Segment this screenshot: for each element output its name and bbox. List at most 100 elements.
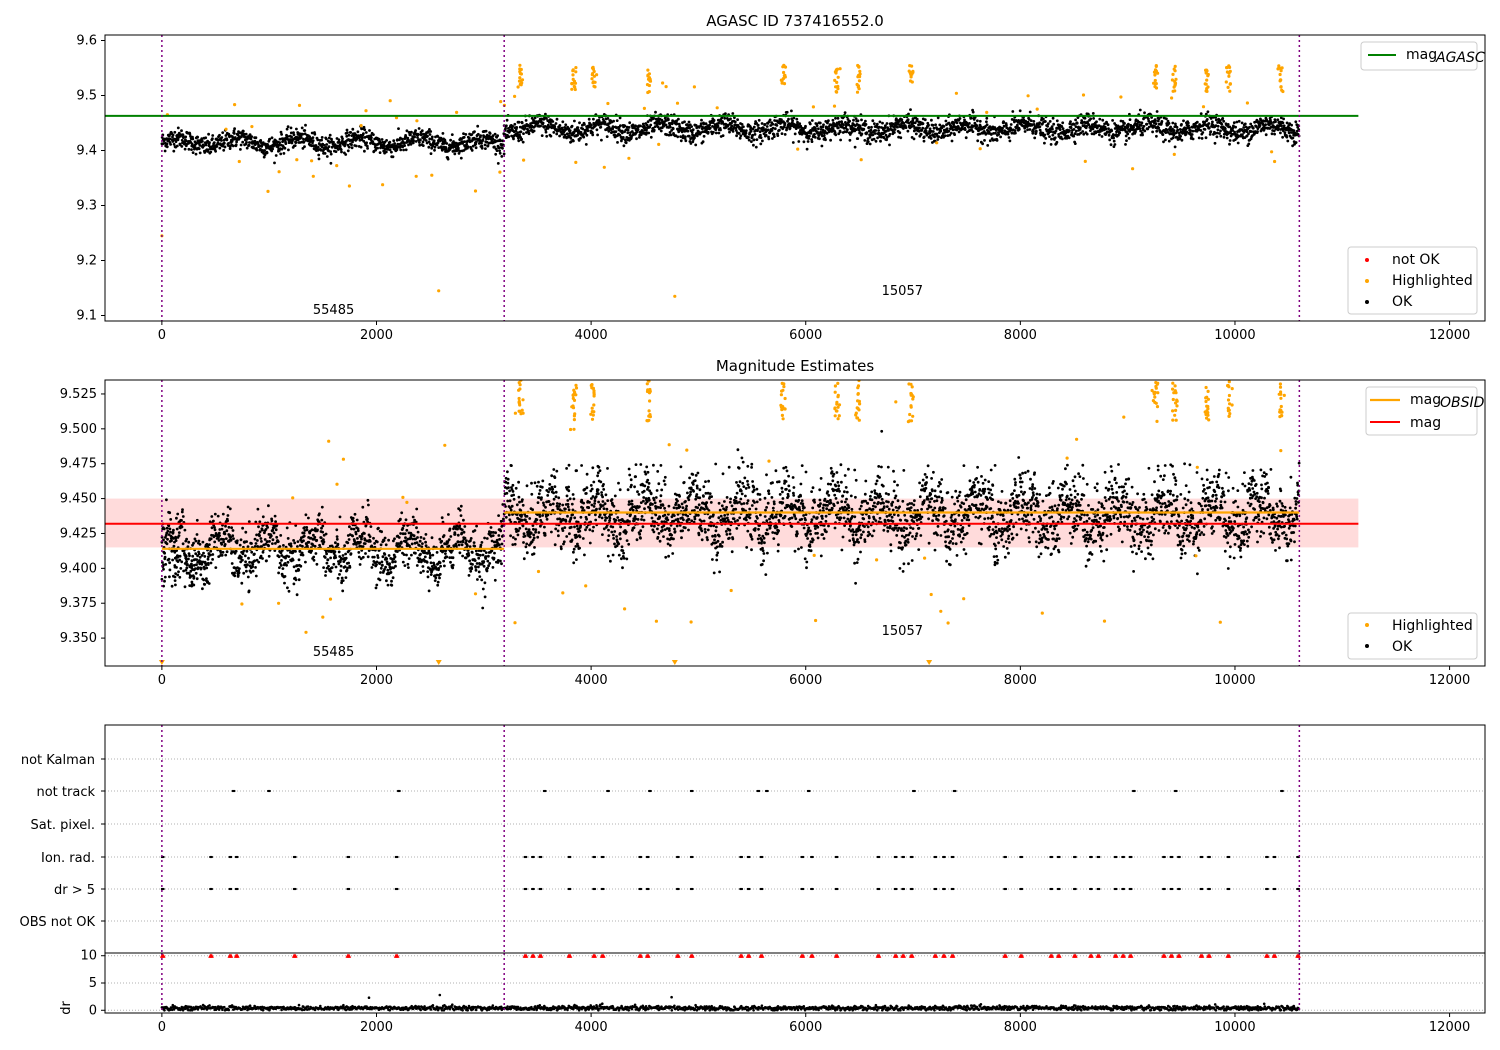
ok-point	[376, 556, 380, 559]
ok-point	[216, 514, 220, 518]
ok-point	[470, 133, 474, 136]
ok-point	[515, 126, 519, 129]
ok-point	[658, 121, 662, 125]
ok-point	[415, 526, 418, 530]
ok-point	[316, 148, 320, 152]
ok-point	[569, 136, 573, 140]
ok-point	[469, 569, 473, 573]
ok-point	[322, 540, 326, 544]
ok-point	[364, 552, 367, 555]
x-tick-label: 12000	[1429, 328, 1470, 343]
ok-point	[687, 134, 691, 138]
ok-point	[853, 145, 857, 149]
ok-point	[628, 121, 632, 125]
ok-point	[289, 131, 293, 135]
ok-point	[229, 538, 233, 542]
ok-point	[1140, 121, 1144, 125]
ok-point	[234, 549, 238, 553]
ok-point	[209, 561, 213, 565]
ok-point	[988, 139, 992, 143]
ok-point	[209, 549, 213, 553]
ok-point	[300, 126, 304, 130]
ok-point	[429, 561, 433, 565]
ok-point	[885, 138, 888, 142]
ok-point	[845, 122, 848, 126]
ok-point	[253, 552, 256, 556]
ok-point	[1145, 122, 1149, 126]
ok-point	[281, 567, 285, 570]
ok-point	[436, 580, 440, 584]
ok-point	[564, 123, 568, 127]
ok-point	[418, 141, 421, 144]
ok-point	[778, 128, 781, 132]
ok-point	[897, 135, 900, 139]
ok-point	[497, 146, 501, 150]
ok-point	[267, 544, 270, 548]
ok-point	[449, 138, 452, 142]
ok-point	[1164, 131, 1168, 135]
ok-point	[261, 141, 265, 145]
ok-point	[215, 145, 219, 148]
ok-point	[939, 129, 943, 133]
ok-point	[292, 582, 296, 586]
ok-point	[937, 135, 941, 139]
ok-point	[238, 543, 242, 547]
ok-point	[518, 133, 521, 137]
highlighted-point	[857, 79, 862, 83]
ok-point	[399, 532, 402, 535]
highlighted-point	[1170, 96, 1174, 100]
ok-point	[224, 537, 228, 540]
ok-point	[815, 124, 819, 128]
ok-point	[221, 131, 225, 135]
ok-point	[175, 516, 178, 520]
ok-point	[312, 555, 316, 559]
ok-point	[361, 136, 364, 140]
highlighted-point	[855, 90, 860, 94]
ok-point	[459, 540, 462, 544]
highlighted-point	[574, 66, 578, 70]
ok-point	[856, 126, 860, 130]
ok-point	[599, 125, 603, 129]
ok-point	[504, 127, 507, 131]
ok-point	[594, 124, 597, 127]
ok-point	[705, 127, 709, 131]
ok-point	[724, 112, 727, 116]
ok-point	[912, 129, 916, 133]
ok-point	[323, 556, 327, 559]
ok-point	[361, 555, 365, 559]
ok-point	[649, 119, 653, 122]
ok-point	[277, 555, 281, 559]
ok-point	[451, 556, 455, 560]
highlighted-point	[657, 142, 661, 146]
ok-point	[301, 132, 304, 136]
ok-point	[759, 142, 763, 146]
ok-point	[200, 137, 204, 141]
ok-point	[1103, 122, 1106, 126]
ok-point	[809, 131, 813, 135]
ok-point	[1053, 136, 1057, 140]
ok-point	[827, 119, 830, 123]
ok-point	[208, 543, 211, 546]
ok-point	[451, 566, 455, 570]
highlighted-point	[673, 294, 677, 298]
ok-point	[643, 126, 647, 130]
highlighted-point	[857, 65, 861, 69]
highlighted-point	[1201, 105, 1206, 109]
ok-point	[191, 137, 195, 141]
ok-point	[460, 543, 464, 547]
ok-point	[444, 147, 448, 151]
ok-point	[633, 126, 636, 130]
ok-point	[1162, 140, 1165, 144]
ok-point	[362, 125, 366, 129]
legend-label: not OK	[1392, 252, 1440, 268]
highlighted-point	[1172, 67, 1176, 71]
ok-point	[689, 142, 693, 145]
ok-point	[1128, 130, 1132, 133]
ok-point	[301, 147, 305, 150]
highlighted-point	[796, 147, 800, 151]
ok-point	[1207, 122, 1211, 125]
ok-point	[251, 565, 255, 569]
ok-point	[181, 508, 184, 512]
ok-point	[792, 116, 796, 120]
ok-point	[1282, 124, 1286, 128]
